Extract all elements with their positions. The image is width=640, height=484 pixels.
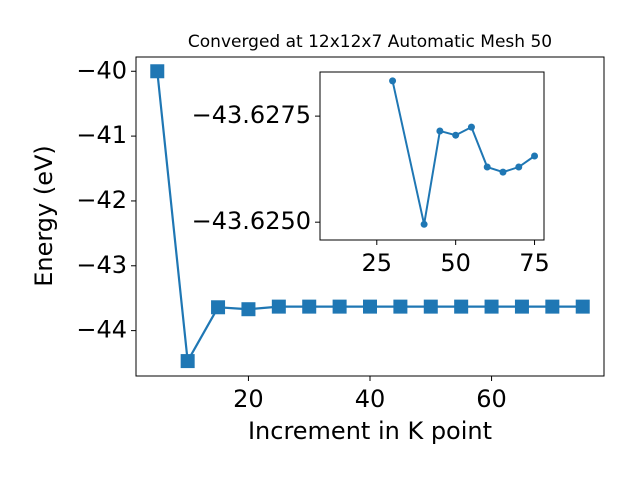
marker: [393, 299, 408, 314]
y-tick-label: −41: [76, 121, 127, 149]
x-tick-label: 40: [355, 385, 386, 413]
marker: [389, 77, 397, 85]
x-tick-label: 75: [519, 249, 550, 277]
marker: [363, 299, 377, 314]
marker: [150, 64, 165, 79]
marker: [180, 354, 195, 369]
y-tick-label: −42: [76, 186, 127, 214]
marker: [483, 163, 491, 171]
axes-frame: [135, 56, 605, 377]
marker: [211, 300, 226, 315]
marker: [531, 152, 539, 160]
marker: [332, 299, 347, 314]
x-tick-label: 60: [476, 385, 507, 413]
marker: [545, 299, 560, 314]
marker: [436, 127, 444, 135]
marker: [241, 302, 256, 317]
y-tick-label: −43.6275: [192, 101, 311, 129]
x-tick-label: 25: [362, 249, 393, 277]
chart-title: Converged at 12x12x7 Automatic Mesh 50: [188, 32, 552, 52]
marker: [514, 299, 529, 314]
inset-background: [320, 72, 544, 240]
marker: [271, 299, 286, 314]
y-tick-label: −43: [76, 251, 127, 279]
marker: [467, 123, 475, 131]
marker: [575, 299, 590, 314]
y-tick-label: −44: [76, 316, 127, 344]
marker: [499, 168, 507, 176]
x-tick-label: 20: [233, 385, 264, 413]
y-axis-label: Energy (eV): [30, 145, 58, 287]
marker: [420, 220, 428, 228]
axes-frame: [319, 71, 545, 241]
x-axis-label: Increment in K point: [248, 417, 492, 445]
marker: [454, 299, 469, 314]
y-tick-label: −43.6250: [192, 207, 311, 235]
marker: [484, 299, 499, 314]
marker: [452, 131, 460, 139]
marker: [302, 299, 317, 314]
x-tick-label: 50: [440, 249, 471, 277]
marker: [423, 299, 438, 314]
marker: [515, 163, 523, 171]
y-tick-label: −40: [76, 56, 127, 84]
